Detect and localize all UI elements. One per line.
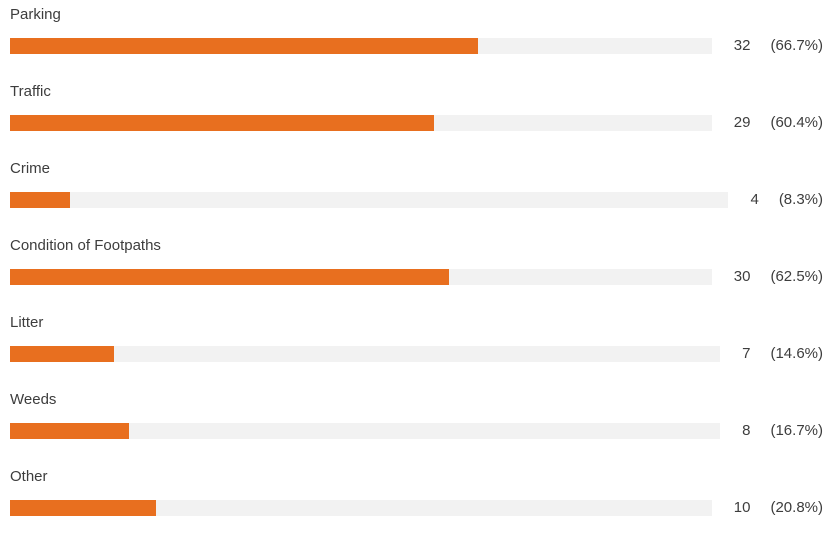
percent-label: (14.6%)	[770, 345, 823, 362]
bar-track	[10, 500, 712, 516]
bar-row-litter: Litter 7 (14.6%)	[0, 313, 823, 390]
category-label: Parking	[10, 6, 61, 23]
bar-line: 4 (8.3%)	[10, 191, 823, 208]
bar-litter	[10, 346, 114, 362]
bar-condition-of-footpaths	[10, 269, 449, 285]
value-label: 7	[742, 345, 751, 362]
bar-other	[10, 500, 156, 516]
category-label: Litter	[10, 314, 44, 331]
bar-row-parking: Parking 32 (66.7%)	[0, 5, 823, 82]
bar-line: 32 (66.7%)	[10, 37, 823, 54]
bar-track	[10, 192, 729, 208]
bar-crime	[10, 192, 70, 208]
percent-label: (20.8%)	[770, 499, 823, 516]
bar-track	[10, 269, 712, 285]
value-label: 4	[750, 191, 759, 208]
bar-track	[10, 346, 721, 362]
bar-track	[10, 423, 721, 439]
category-label: Weeds	[10, 391, 57, 408]
category-label: Other	[10, 468, 48, 485]
bar-track	[10, 115, 712, 131]
percent-label: (62.5%)	[770, 268, 823, 285]
value-label: 32	[733, 37, 751, 54]
value-label: 8	[742, 422, 751, 439]
value-label: 30	[733, 268, 751, 285]
bar-weeds	[10, 423, 129, 439]
horizontal-bar-chart: Parking 32 (66.7%) Traffic 29 (60.4%) Crime 4 (8…	[0, 5, 823, 516]
bar-line: 7 (14.6%)	[10, 345, 823, 362]
bar-row-weeds: Weeds 8 (16.7%)	[0, 390, 823, 467]
category-label: Crime	[10, 160, 50, 177]
bar-line: 8 (16.7%)	[10, 422, 823, 439]
bar-line: 10 (20.8%)	[10, 499, 823, 516]
value-label: 29	[733, 114, 751, 131]
percent-label: (60.4%)	[770, 114, 823, 131]
value-label: 10	[733, 499, 751, 516]
bar-line: 29 (60.4%)	[10, 114, 823, 131]
percent-label: (66.7%)	[770, 37, 823, 54]
bar-parking	[10, 38, 479, 54]
bar-row-other: Other 10 (20.8%)	[0, 467, 823, 544]
category-label: Condition of Footpaths	[10, 237, 161, 254]
percent-label: (8.3%)	[778, 191, 823, 208]
category-label: Traffic	[10, 83, 51, 100]
bar-row-traffic: Traffic 29 (60.4%)	[0, 82, 823, 159]
percent-label: (16.7%)	[770, 422, 823, 439]
bar-line: 30 (62.5%)	[10, 268, 823, 285]
bar-traffic	[10, 115, 434, 131]
bar-row-crime: Crime 4 (8.3%)	[0, 159, 823, 236]
bar-row-condition-of-footpaths: Condition of Footpaths 30 (62.5%)	[0, 236, 823, 313]
bar-track	[10, 38, 712, 54]
